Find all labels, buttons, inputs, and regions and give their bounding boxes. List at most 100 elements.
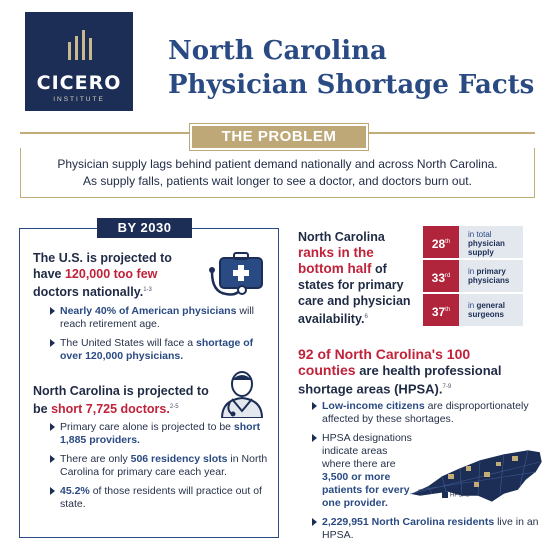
title-line-1: North Carolina: [168, 36, 387, 66]
problem-tag: THE PROBLEM: [189, 123, 369, 151]
hpsa-line-3: shortage areas (HPSA).7-9: [298, 379, 538, 397]
list-item: HPSA designations indicate areas where t…: [312, 432, 417, 510]
ranks-line-3: bottom half of: [298, 261, 428, 277]
ranks-line-1: North Carolina: [298, 230, 385, 244]
bullet-strong: Low-income citizens: [322, 400, 425, 412]
ranks-line-2: ranks in the: [298, 245, 374, 260]
nc-bullets: Primary care alone is projected to be sh…: [50, 421, 275, 517]
nc-projection: North Carolina is projected to be short …: [33, 383, 223, 417]
us-line-3: doctors nationally.1-3: [33, 282, 213, 300]
hpsa-bullets: Low-income citizens are disproportionate…: [312, 400, 547, 548]
list-item: 2,229,951 North Carolina residents live …: [312, 516, 547, 542]
ranks-line-6-text: availability.: [298, 312, 365, 327]
list-item: Low-income citizens are disproportionate…: [312, 400, 547, 426]
page-title: North Carolina Physician Shortage Facts: [168, 34, 534, 102]
by-2030-tag: BY 2030: [97, 218, 192, 238]
hpsa-line-2-text: are health professional: [355, 363, 502, 378]
hpsa-ref: 7-9: [442, 384, 452, 390]
legend-label: HPSAs: [450, 492, 470, 499]
problem-line-1: Physician supply lags behind patient dem…: [57, 157, 498, 171]
us-line-2a: have: [33, 267, 65, 281]
rankings-lead: North Carolina ranks in the bottom half …: [298, 229, 428, 327]
bullet-strong: 506 residency slots: [130, 453, 228, 465]
rank-number: 33rd: [423, 260, 459, 292]
nc-line-2a: be: [33, 402, 52, 417]
list-item: Nearly 40% of American physicians will r…: [50, 305, 265, 331]
legend-swatch: [442, 492, 448, 498]
us-bullets: Nearly 40% of American physicians will r…: [50, 305, 265, 369]
list-item: 45.2% of those residents will practice o…: [50, 485, 275, 511]
rank-category: general surgeons: [468, 301, 505, 319]
bullet-text: in North Carolina for primary care each …: [60, 453, 268, 478]
rank-pre: in: [468, 267, 477, 276]
rank-value: 37: [431, 305, 446, 319]
bullet-text: live in an HPSA.: [322, 516, 539, 541]
bullet-text: will reach retirement age.: [60, 305, 254, 330]
us-line-3-text: doctors nationally.: [33, 285, 144, 300]
rank-value: 33: [431, 271, 445, 285]
hpsa-lead: 92 of North Carolina's 100 counties are …: [298, 346, 538, 397]
hpsa-counties: counties: [298, 362, 356, 378]
us-shortage-figure: 120,000 too few: [64, 267, 158, 281]
bullet-text: Primary care alone is projected to be: [60, 421, 234, 433]
rank-row-primary-physicians: 33rd in primary physicians: [423, 260, 523, 292]
bullet-strong: 45.2%: [60, 485, 90, 497]
list-item: The United States will face a shortage o…: [50, 337, 265, 363]
us-ref: 1-3: [143, 287, 152, 293]
ranks-line-6: availability.6: [298, 309, 428, 327]
logo-name: CICERO: [36, 72, 122, 94]
rank-category: primary physicians: [468, 267, 510, 285]
problem-line-2: As supply falls, patients wait longer to…: [83, 174, 472, 188]
ranks-bottom-half: bottom half: [298, 261, 372, 276]
us-projection: The U.S. is projected to have 120,000 to…: [33, 250, 213, 300]
rank-suffix: rd: [445, 273, 451, 279]
title-line-2: Physician Shortage Facts: [168, 70, 535, 100]
bullet-strong: short 1,885 providers.: [60, 421, 261, 446]
bullet-text: There are only: [60, 453, 131, 465]
rank-suffix: th: [445, 307, 451, 313]
north-carolina-map: [409, 449, 543, 503]
ranks-line-4: states for primary: [298, 278, 404, 292]
medical-kit-icon: [209, 252, 263, 296]
rank-suffix: th: [445, 239, 451, 245]
list-item: Primary care alone is projected to be sh…: [50, 421, 275, 447]
bullet-strong: 3,500 or more patients for every one pro…: [322, 471, 410, 509]
rank-pre: in: [468, 301, 477, 310]
us-line-1: The U.S. is projected to: [33, 251, 172, 265]
rank-pre: in total: [468, 230, 492, 239]
rank-number: 28th: [423, 226, 459, 258]
rank-desc: in total physician supply: [459, 226, 523, 258]
logo-sub: INSTITUTE: [53, 96, 105, 103]
rank-desc: in primary physicians: [459, 260, 523, 292]
hpsa-line-1: 92 of North Carolina's 100: [298, 346, 471, 362]
problem-box: Physician supply lags behind patient dem…: [20, 148, 535, 198]
us-line-2: have 120,000 too few: [33, 266, 213, 282]
ranks-ref: 6: [364, 314, 368, 320]
hpsa-line-3-text: shortage areas (HPSA).: [298, 381, 443, 397]
bullet-strong: shortage of over 120,000 physicians.: [60, 337, 254, 362]
nc-line-1: North Carolina is projected to: [33, 384, 209, 398]
nc-shortage-figure: short 7,725 doctors.: [51, 402, 170, 417]
rank-value: 28: [431, 237, 446, 251]
ranks-line-5: care and physician: [298, 294, 411, 308]
doctor-icon: [220, 371, 264, 418]
columns-icon: [68, 30, 92, 60]
rank-desc: in general surgeons: [459, 294, 523, 326]
bullet-text: HPSA designations indicate areas where t…: [322, 432, 412, 470]
rank-row-physician-supply: 28th in total physician supply: [423, 226, 523, 258]
nc-line-2: be short 7,725 doctors.2-5: [33, 399, 223, 417]
cicero-logo: CICERO INSTITUTE: [25, 12, 133, 111]
map-legend: HPSAs: [442, 492, 469, 499]
ranks-of: of: [371, 262, 387, 276]
bullet-text: The United States will face a: [60, 337, 196, 349]
bullet-text: of those residents will practice out of …: [60, 485, 262, 510]
rank-number: 37th: [423, 294, 459, 326]
bullet-strong: 2,229,951 North Carolina residents: [322, 516, 495, 528]
rank-category: physician supply: [468, 239, 505, 257]
list-item: There are only 506 residency slots in No…: [50, 453, 275, 479]
rank-row-general-surgeons: 37th in general surgeons: [423, 294, 523, 326]
hpsa-line-2: counties are health professional: [298, 362, 538, 379]
bullet-strong: Nearly 40% of American physicians: [60, 305, 237, 317]
bullet-text: are disproportionately affected by these…: [322, 400, 529, 425]
nc-ref: 2-5: [169, 404, 179, 410]
